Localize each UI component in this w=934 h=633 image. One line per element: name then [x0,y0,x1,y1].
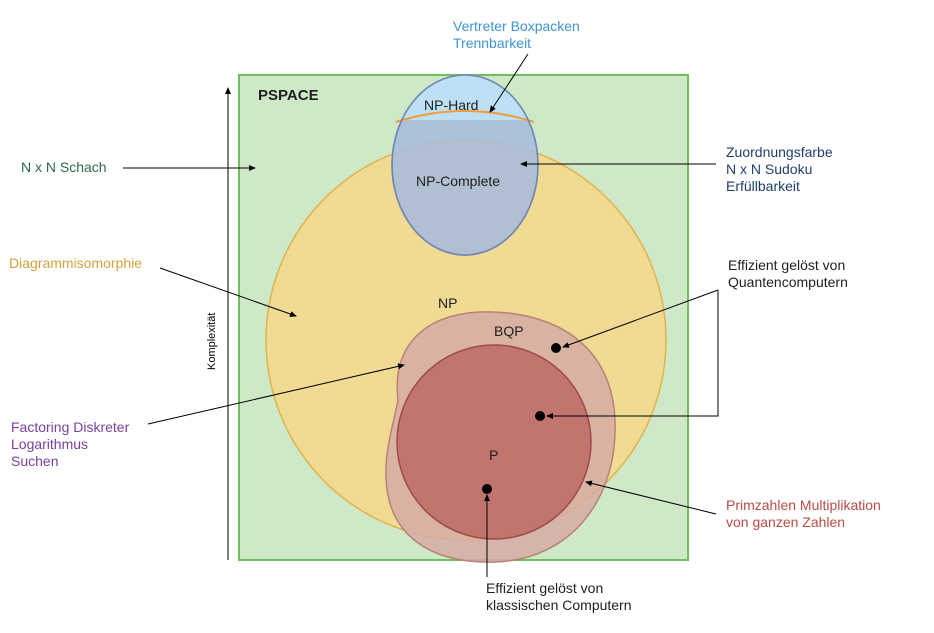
np-complete-label: NP-Complete [416,173,500,189]
np-label: NP [438,295,457,311]
ann-classical: Effizient gelöst von klassischen Compute… [486,580,632,613]
p-dot-upper [535,411,545,421]
p-dot-lower [482,484,492,494]
pspace-label: PSPACE [258,87,319,104]
bqp-dot [551,343,561,353]
bqp-label: BQP [494,323,524,339]
p-label: P [489,447,498,463]
ann-vertreter: Vertreter Boxpacken Trennbarkeit [453,18,584,51]
np-hard-label: NP-Hard [424,97,478,113]
p-region [397,345,591,539]
ann-factoring: Factoring Diskreter Logarithmus Suchen [11,419,133,469]
ann-schach: N x N Schach [21,159,107,175]
ann-zuordnung: Zuordnungsfarbe N x N Sudoku Erfüllbarke… [726,144,837,194]
ann-diagiso: Diagrammisomorphie [9,255,142,271]
complexity-axis-label: Komplexität [206,313,218,370]
ann-quantum: Effizient gelöst von Quantencomputern [728,257,849,290]
ann-primzahl: Primzahlen Multiplikation von ganzen Zah… [726,497,885,530]
